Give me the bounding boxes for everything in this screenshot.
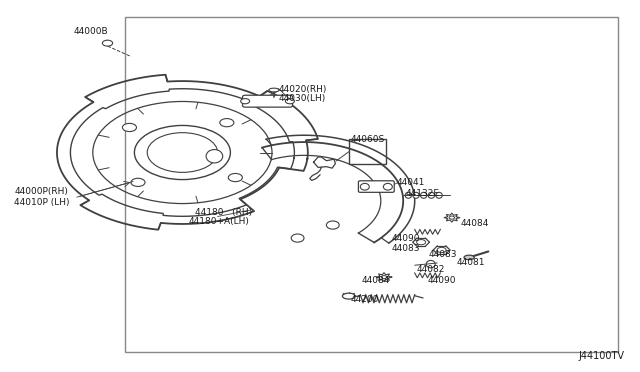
Ellipse shape — [102, 40, 113, 46]
Ellipse shape — [147, 133, 218, 172]
Text: 44081: 44081 — [457, 258, 486, 267]
Ellipse shape — [449, 216, 454, 219]
Ellipse shape — [206, 150, 223, 163]
Ellipse shape — [413, 192, 419, 198]
Bar — [349, 139, 386, 164]
Ellipse shape — [134, 125, 230, 180]
Ellipse shape — [241, 99, 250, 104]
Text: 44082: 44082 — [417, 265, 445, 274]
Text: 44200: 44200 — [351, 295, 379, 304]
Ellipse shape — [464, 255, 474, 260]
Bar — [125, 17, 618, 352]
Ellipse shape — [342, 293, 355, 299]
Text: 44000P(RH): 44000P(RH) — [14, 187, 68, 196]
Ellipse shape — [220, 119, 234, 127]
Text: 44090: 44090 — [392, 234, 420, 243]
Text: 44132E: 44132E — [405, 189, 439, 198]
Ellipse shape — [381, 276, 387, 279]
Ellipse shape — [360, 183, 369, 190]
Ellipse shape — [326, 221, 339, 229]
Ellipse shape — [131, 178, 145, 186]
Ellipse shape — [436, 192, 442, 198]
Ellipse shape — [269, 88, 279, 92]
Text: 44060S: 44060S — [351, 135, 385, 144]
Text: 44000B: 44000B — [74, 27, 108, 36]
Text: 44083: 44083 — [429, 250, 458, 259]
Text: 44084: 44084 — [461, 219, 489, 228]
Ellipse shape — [437, 247, 446, 253]
Ellipse shape — [383, 183, 392, 190]
Ellipse shape — [428, 192, 435, 198]
Ellipse shape — [291, 234, 304, 242]
Ellipse shape — [405, 192, 412, 198]
Ellipse shape — [228, 173, 243, 182]
Text: 44083: 44083 — [392, 244, 420, 253]
Text: 44010P (LH): 44010P (LH) — [14, 198, 70, 207]
Text: 44020(RH): 44020(RH) — [278, 85, 327, 94]
Text: J44100TV: J44100TV — [578, 352, 624, 361]
FancyBboxPatch shape — [358, 181, 394, 192]
Ellipse shape — [122, 124, 136, 132]
Text: 44180+A(LH): 44180+A(LH) — [189, 217, 250, 226]
Text: 44084: 44084 — [362, 276, 390, 285]
Ellipse shape — [420, 192, 427, 198]
Text: 44090: 44090 — [428, 276, 456, 285]
Ellipse shape — [417, 240, 426, 245]
Ellipse shape — [285, 99, 294, 104]
Text: 44030(LH): 44030(LH) — [278, 94, 326, 103]
FancyBboxPatch shape — [243, 95, 292, 107]
Text: 44180   (RH): 44180 (RH) — [195, 208, 252, 217]
Ellipse shape — [426, 260, 435, 268]
Text: 44041: 44041 — [397, 178, 425, 187]
